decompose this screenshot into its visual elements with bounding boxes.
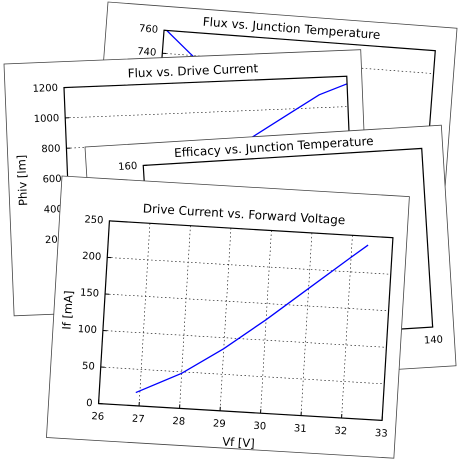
chart-title: Flux vs. Drive Current (127, 61, 258, 80)
grid-line (138, 223, 151, 406)
y-tick-label: 600 (42, 174, 62, 186)
x-tick-label: 32 (334, 426, 347, 438)
y-tick-label: 800 (41, 143, 61, 155)
data-line (135, 244, 369, 394)
grid-line (100, 366, 385, 385)
y-tick-label: 250 (84, 214, 104, 226)
y-tick-label: 0 (86, 398, 93, 409)
y-tick-label: 50 (82, 361, 95, 373)
y-tick-label: 740 (137, 46, 157, 58)
x-tick-label: 26 (91, 411, 104, 423)
grid-line (341, 235, 353, 419)
y-tick-label: 1200 (32, 83, 58, 95)
grid-line (107, 257, 391, 275)
x-axis-label: Vf [V] (222, 434, 255, 450)
y-axis-label: If [mA] (59, 290, 75, 330)
grid-line (179, 225, 191, 409)
plot-frame (97, 220, 394, 422)
y-tick-label: 400 (44, 204, 64, 216)
x-tick-label: 31 (294, 423, 307, 435)
grid-line (105, 293, 389, 312)
y-tick-label: 200 (45, 234, 65, 246)
y-tick-label: 100 (78, 324, 98, 336)
grid-line (219, 228, 232, 411)
x-tick-label: 29 (213, 418, 226, 430)
x-tick-label: 33 (375, 428, 388, 440)
y-axis-label: Phiv [lm] (14, 154, 30, 206)
x-tick-label: 30 (253, 421, 266, 433)
y-tick-label: 160 (118, 161, 138, 173)
grid-line (260, 230, 272, 414)
y-tick-label: 200 (82, 251, 102, 263)
grid-line (102, 330, 387, 348)
y-tick-label: 760 (139, 23, 159, 35)
grid-line (300, 232, 313, 416)
chart-card: Drive Current vs. Forward Voltage0501001… (46, 175, 410, 459)
y-tick-label: 150 (80, 287, 100, 299)
grid-line (65, 106, 348, 119)
y-tick-label: 1000 (34, 113, 60, 125)
x-tick-label: 27 (132, 414, 145, 426)
card-background (46, 175, 410, 459)
x-tick-label: 140 (424, 335, 444, 347)
x-tick-label: 28 (172, 416, 185, 428)
